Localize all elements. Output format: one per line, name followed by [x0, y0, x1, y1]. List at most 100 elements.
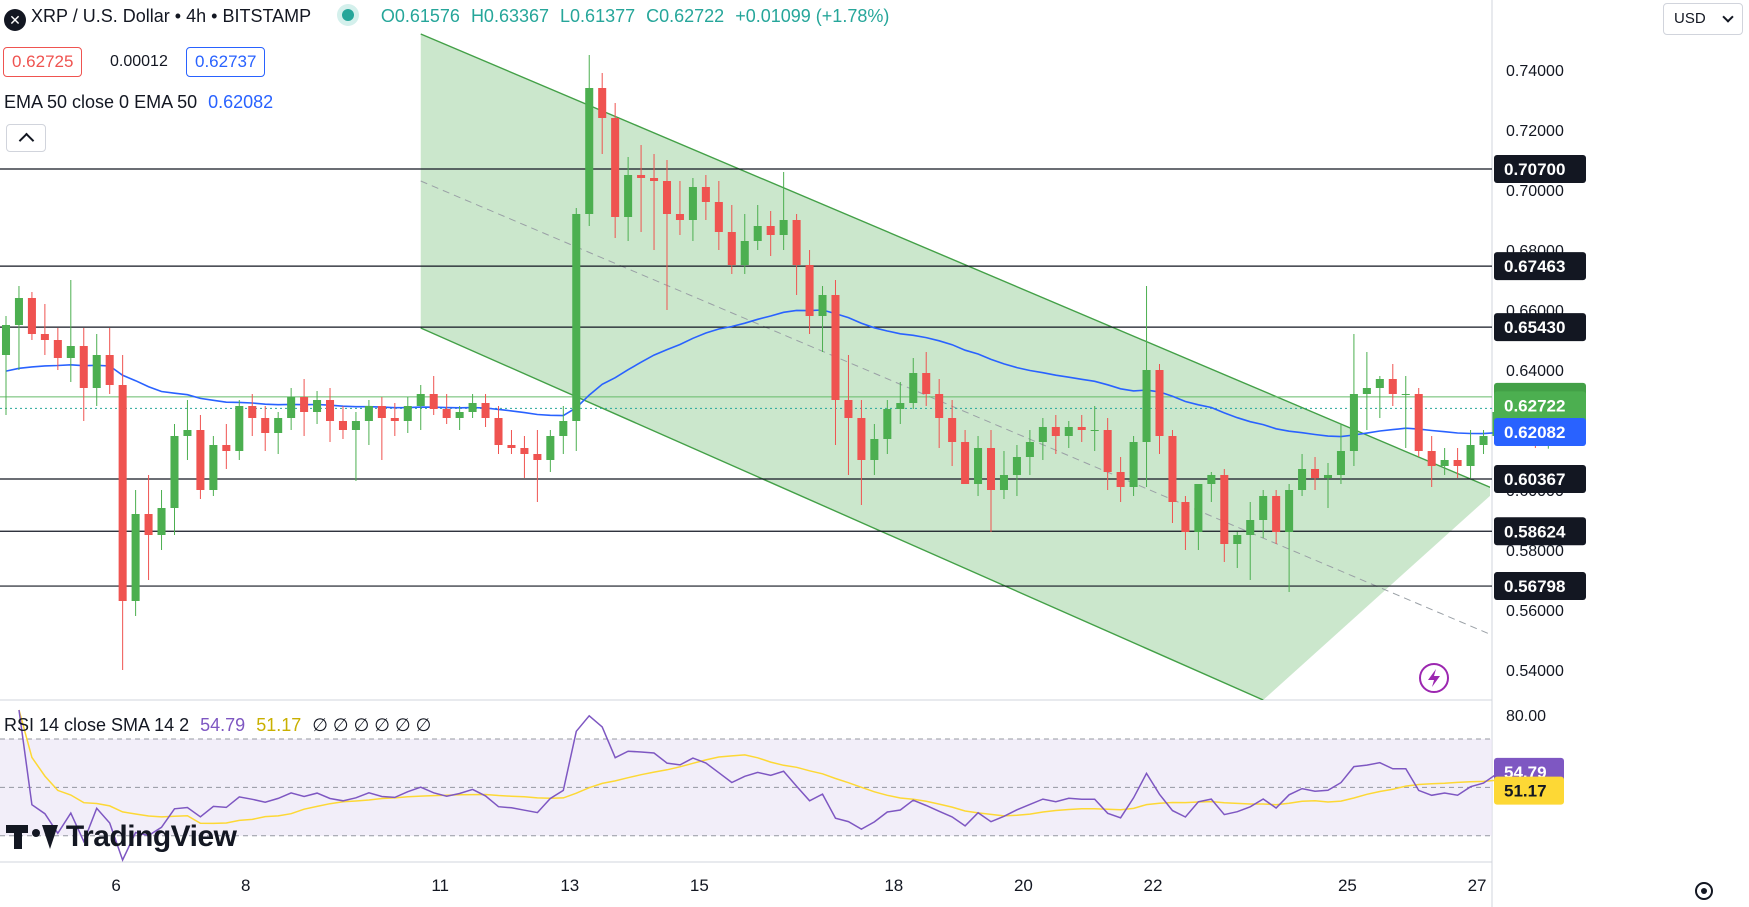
symbol-name: XRP / U.S. Dollar	[31, 6, 170, 26]
ohlc-low: L0.61377	[560, 6, 636, 26]
separator: •	[211, 6, 218, 26]
separator: •	[174, 6, 182, 26]
chevron-up-icon	[18, 132, 34, 149]
candle-body	[53, 340, 62, 358]
candle-body	[338, 421, 347, 430]
currency-select[interactable]: USD	[1663, 3, 1743, 35]
candle-body	[507, 445, 516, 448]
candle-body	[183, 430, 192, 436]
level-tag-bg	[1494, 572, 1586, 601]
candle-body	[248, 406, 257, 418]
candle-body	[196, 430, 205, 490]
rsi-pane	[0, 709, 1549, 862]
ema-legend-label: EMA 50 close 0 EMA 50	[4, 92, 198, 112]
candle-body	[79, 346, 88, 388]
time-tick-label: 13	[560, 876, 579, 895]
current-price-tag-label: 0.62722	[1504, 396, 1565, 415]
candle-body	[1336, 451, 1345, 475]
spread-value: 0.00012	[110, 53, 168, 70]
time-tick-label: 25	[1338, 876, 1357, 895]
candle-body	[14, 298, 23, 325]
candle-body	[818, 295, 827, 316]
candle-body	[883, 409, 892, 439]
price-tick-label: 0.54000	[1506, 663, 1564, 680]
candle-body	[961, 442, 970, 484]
rsi-sma-legend-value: 51.17	[256, 715, 302, 735]
level-tag-bg	[1494, 313, 1586, 342]
candle-body	[351, 421, 360, 430]
tradingview-logo[interactable]: TradingView	[6, 820, 237, 854]
channel-lower-line	[420, 327, 1264, 700]
candle-body	[468, 403, 477, 412]
ema-legend[interactable]: EMA 50 close 0 EMA 50 0.62082	[4, 92, 273, 113]
candle-body	[727, 232, 736, 265]
candle-body	[1025, 442, 1034, 457]
candle-body	[92, 355, 101, 388]
rsi-line	[18, 709, 1549, 862]
level-tag-label: 0.67463	[1504, 257, 1565, 276]
candle-body	[1090, 430, 1099, 431]
candle-body	[157, 508, 166, 535]
candle-body	[844, 400, 853, 418]
candle-body	[300, 397, 309, 412]
candle-body	[624, 175, 633, 217]
price-tick-label: 0.74000	[1506, 63, 1564, 80]
settings-gear-icon[interactable]	[1695, 882, 1713, 900]
candle-body	[1323, 475, 1333, 478]
channel-midline	[420, 180, 1490, 635]
rsi-legend[interactable]: RSI 14 close SMA 14 2 54.79 51.17 ∅ ∅ ∅ …	[4, 715, 431, 736]
alert-icon[interactable]	[1419, 663, 1449, 693]
rsi-legend-value: 54.79	[200, 715, 246, 735]
candle-body	[974, 448, 983, 484]
symbol-header[interactable]: ✕ XRP / U.S. Dollar • 4h • BITSTAMP O0.6…	[4, 6, 889, 31]
candle-body	[831, 295, 840, 400]
candle-body	[1246, 520, 1255, 535]
candle-body	[585, 88, 594, 214]
candle-body	[857, 418, 866, 460]
candle-body	[1064, 427, 1073, 436]
candle-body	[1466, 445, 1475, 466]
candle-body	[1038, 427, 1047, 442]
candle-body	[1168, 436, 1177, 502]
candle-body	[27, 298, 36, 334]
buy-price-button[interactable]: 0.62737	[186, 47, 266, 77]
candle-body	[753, 226, 762, 241]
candle-body	[170, 436, 179, 508]
candle-body	[1259, 496, 1268, 520]
collapse-legend-button[interactable]	[6, 124, 46, 152]
candle-body	[1401, 394, 1410, 395]
level-tag-label: 0.70700	[1504, 160, 1565, 179]
candle-body	[1311, 469, 1320, 478]
candle-body	[1194, 484, 1203, 532]
sell-price-button[interactable]: 0.62725	[3, 47, 83, 77]
ema-tag-bg	[1494, 418, 1586, 447]
candle-body	[1, 325, 11, 355]
candle-body	[66, 346, 75, 358]
candle-body	[805, 265, 814, 316]
candle-body	[287, 397, 296, 418]
price-tick-label: 0.70000	[1506, 183, 1564, 200]
candle-body	[403, 406, 412, 421]
time-tick-label: 22	[1144, 876, 1163, 895]
candle-body	[1414, 394, 1423, 451]
candle-body	[442, 409, 451, 418]
candle-body	[1298, 469, 1307, 490]
xrp-icon: ✕	[4, 9, 26, 31]
candle-body	[377, 406, 386, 418]
tradingview-logo-text: TradingView	[65, 820, 237, 853]
candle-body	[598, 88, 607, 118]
price-tick-label: 0.58000	[1506, 543, 1564, 560]
candle-body	[1233, 535, 1242, 544]
level-tag-label: 0.60367	[1504, 470, 1565, 489]
rsi-legend-placeholders: ∅ ∅ ∅ ∅ ∅ ∅	[312, 715, 432, 735]
candle-body	[766, 226, 775, 235]
candle-body	[688, 187, 697, 220]
chevron-down-icon	[1722, 11, 1734, 23]
candle-body	[1181, 502, 1190, 532]
candle-body	[675, 214, 684, 220]
candle-body	[533, 454, 542, 460]
exchange: BITSTAMP	[222, 6, 311, 26]
candle-body	[1077, 427, 1086, 430]
time-tick-label: 6	[111, 876, 120, 895]
